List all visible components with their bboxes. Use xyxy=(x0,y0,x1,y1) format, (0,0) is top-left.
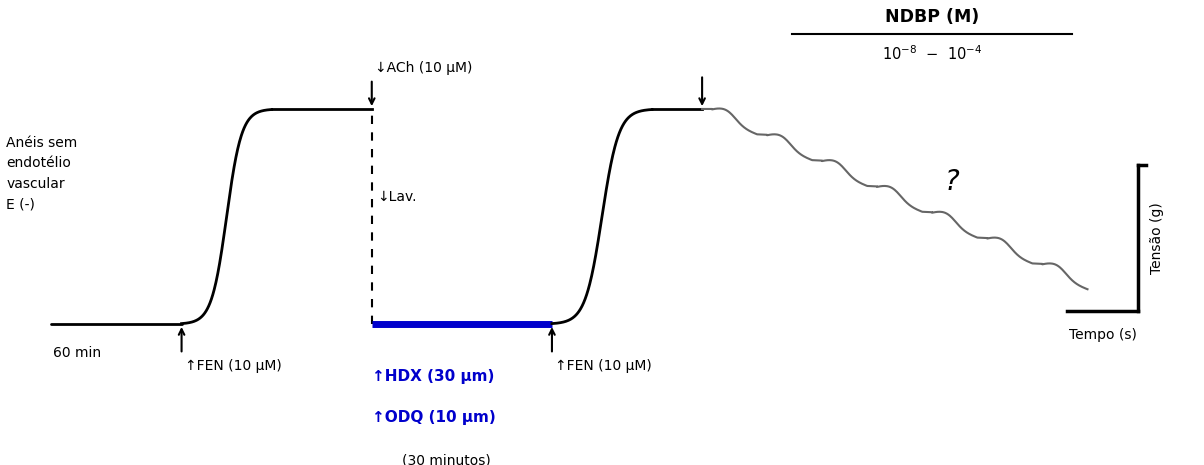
Text: NDBP (M): NDBP (M) xyxy=(885,8,980,26)
Text: ↓Lav.: ↓Lav. xyxy=(377,190,417,204)
Text: $10^{-8}$  $-$  $10^{-4}$: $10^{-8}$ $-$ $10^{-4}$ xyxy=(883,45,982,63)
Text: Tensão (g): Tensão (g) xyxy=(1150,202,1163,274)
Text: Tempo (s): Tempo (s) xyxy=(1069,328,1137,342)
Text: ↑FEN (10 μM): ↑FEN (10 μM) xyxy=(184,359,282,372)
Text: ?: ? xyxy=(945,168,960,196)
Text: ↓ACh (10 μM): ↓ACh (10 μM) xyxy=(374,60,472,74)
Text: ↑ODQ (10 μm): ↑ODQ (10 μm) xyxy=(372,410,496,425)
Text: 60 min: 60 min xyxy=(53,345,101,359)
Text: (30 minutos): (30 minutos) xyxy=(402,453,490,465)
Text: ↑FEN (10 μM): ↑FEN (10 μM) xyxy=(555,359,651,372)
Text: Anéis sem
endotélio
vascular
E (-): Anéis sem endotélio vascular E (-) xyxy=(6,136,77,212)
Text: ↑HDX (30 μm): ↑HDX (30 μm) xyxy=(372,369,494,384)
